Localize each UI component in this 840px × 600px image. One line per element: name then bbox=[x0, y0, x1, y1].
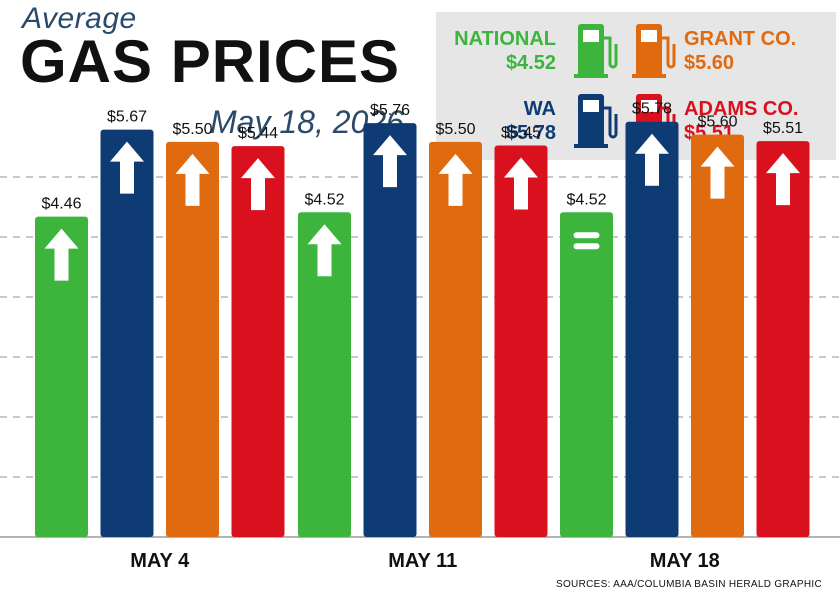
data-label: $4.52 bbox=[304, 191, 344, 208]
data-label: $4.46 bbox=[41, 196, 81, 213]
up-arrow-icon bbox=[766, 153, 800, 206]
bar bbox=[231, 146, 285, 537]
legend-value: $5.60 bbox=[684, 52, 735, 74]
data-label: $5.51 bbox=[763, 120, 803, 137]
data-label: $5.67 bbox=[107, 109, 147, 126]
bar bbox=[363, 123, 417, 538]
up-arrow-icon bbox=[438, 153, 473, 206]
legend-item-grant: GRANT CO. $5.60 bbox=[632, 20, 822, 80]
gas-pump-icon bbox=[632, 24, 676, 78]
legend-item-national: NATIONAL $4.52 bbox=[436, 20, 626, 80]
data-label: $5.50 bbox=[172, 121, 212, 138]
bar bbox=[166, 141, 219, 537]
equal-icon bbox=[573, 232, 600, 239]
legend-value: $4.52 bbox=[505, 52, 556, 74]
legend-name: ADAMS CO. bbox=[684, 98, 799, 120]
up-arrow-icon bbox=[307, 224, 342, 277]
gas-pump-icon bbox=[574, 24, 618, 78]
bar bbox=[494, 145, 548, 537]
category-label: MAY 11 bbox=[388, 550, 457, 572]
category-label: MAY 4 bbox=[130, 550, 190, 572]
bar bbox=[691, 134, 744, 537]
data-label: $5.76 bbox=[370, 102, 410, 119]
bar bbox=[35, 216, 88, 537]
up-arrow-icon bbox=[635, 133, 669, 186]
legend-value: $5.78 bbox=[505, 122, 556, 144]
data-label: $5.50 bbox=[435, 121, 475, 138]
page-title: GAS PRICES bbox=[20, 28, 401, 95]
title-block: Average GAS PRICES May 18, 2026 bbox=[0, 0, 430, 150]
equal-icon bbox=[573, 243, 600, 250]
bar bbox=[756, 141, 810, 537]
source-note: SOURCES: AAA/COLUMBIA BASIN HERALD GRAPH… bbox=[556, 579, 822, 590]
data-label: $5.45 bbox=[501, 124, 541, 141]
up-arrow-icon bbox=[175, 153, 210, 206]
up-arrow-icon bbox=[110, 141, 144, 194]
data-label: $4.52 bbox=[566, 191, 606, 208]
legend-name: WA bbox=[523, 98, 556, 120]
bar bbox=[560, 212, 613, 538]
legend: NATIONAL $4.52 GRANT CO. $5.60 WA $5.78 bbox=[436, 12, 836, 160]
up-arrow-icon bbox=[241, 158, 275, 211]
up-arrow-icon bbox=[504, 157, 538, 210]
legend-name: GRANT CO. bbox=[684, 28, 797, 50]
title-kicker: Average bbox=[22, 2, 137, 35]
legend-item-wa: WA $5.78 bbox=[436, 90, 626, 150]
data-label: $5.60 bbox=[697, 114, 737, 131]
bar bbox=[429, 141, 482, 537]
bar bbox=[625, 121, 679, 537]
data-label: $5.44 bbox=[238, 125, 278, 142]
category-label: MAY 18 bbox=[650, 550, 720, 572]
up-arrow-icon bbox=[700, 146, 735, 199]
gas-pump-icon bbox=[574, 94, 618, 148]
data-label: $5.78 bbox=[632, 101, 672, 118]
bar bbox=[298, 212, 351, 538]
legend-name: NATIONAL bbox=[454, 28, 556, 50]
up-arrow-icon bbox=[44, 228, 79, 281]
up-arrow-icon bbox=[373, 135, 407, 188]
bar bbox=[100, 129, 154, 537]
